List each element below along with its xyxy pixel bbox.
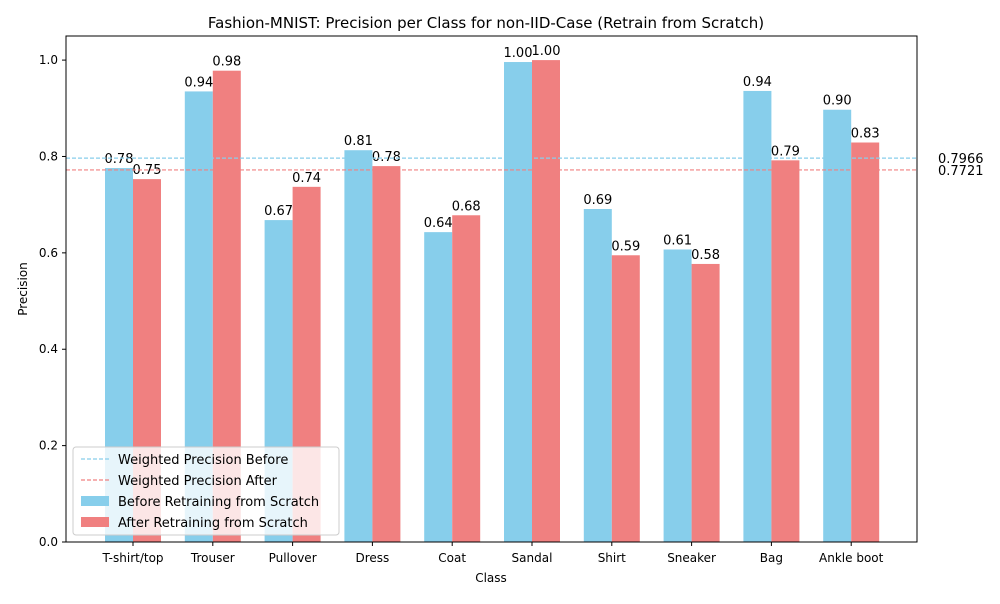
- legend-entry-label: Before Retraining from Scratch: [118, 495, 319, 510]
- reference-line-label: 0.7721: [938, 164, 984, 179]
- bar-value-label: 0.90: [823, 94, 852, 109]
- x-axis-label: Class: [475, 571, 507, 585]
- x-tick-label: Bag: [760, 551, 783, 565]
- x-tick-label: Shirt: [598, 551, 626, 565]
- legend-color-swatch: [81, 517, 109, 527]
- y-tick-label: 0.4: [39, 342, 58, 356]
- legend: Weighted Precision Before Weighted Precis…: [72, 446, 340, 536]
- bar-value-label: 0.98: [212, 55, 241, 70]
- chart-title: Fashion-MNIST: Precision per Class for n…: [208, 14, 764, 32]
- bar-value-label: 1.00: [504, 46, 533, 61]
- bar-after-4: [452, 215, 481, 543]
- bar-after-9: [851, 142, 880, 542]
- x-tick-label: Dress: [356, 551, 390, 565]
- bar-before-6: [583, 209, 612, 542]
- y-axis-label: Precision: [16, 262, 30, 316]
- bar-after-3: [372, 166, 401, 542]
- bar-after-8: [771, 160, 800, 542]
- legend-color-swatch: [81, 496, 109, 506]
- y-tick-label: 0.2: [39, 439, 58, 453]
- x-tick-label: Sandal: [512, 551, 553, 565]
- legend-box: [72, 446, 340, 536]
- x-tick-label: T-shirt/top: [101, 551, 163, 565]
- bar-value-label: 0.75: [133, 163, 162, 178]
- bar-value-label: 0.64: [424, 216, 453, 231]
- bar-after-7: [691, 263, 720, 542]
- bar-before-3: [344, 150, 373, 542]
- x-tick-label: Sneaker: [667, 551, 716, 565]
- bar-value-label: 1.00: [532, 44, 561, 59]
- bar-value-label: 0.79: [771, 144, 800, 159]
- legend-entry-label: Weighted Precision Before: [118, 453, 288, 468]
- bar-value-label: 0.58: [691, 248, 720, 263]
- legend-entry-label: Weighted Precision After: [118, 474, 278, 489]
- bar-before-7: [663, 249, 692, 542]
- y-tick-label: 0.6: [39, 246, 58, 260]
- bar-after-5: [532, 60, 560, 542]
- bar-value-label: 0.83: [851, 127, 880, 142]
- x-tick-label: Pullover: [269, 551, 317, 565]
- bar-before-9: [823, 109, 852, 542]
- reference-line-label: 0.7966: [938, 152, 984, 167]
- bar-after-6: [611, 255, 640, 542]
- legend-entry-label: After Retraining from Scratch: [118, 516, 308, 531]
- y-tick-label: 1.0: [39, 53, 58, 67]
- y-tick-label: 0.0: [39, 535, 58, 549]
- bar-before-5: [504, 62, 532, 542]
- bar-value-label: 0.78: [105, 152, 134, 167]
- bar-value-label: 0.94: [743, 75, 772, 90]
- bar-value-label: 0.81: [344, 134, 373, 149]
- x-tick-label: Trouser: [190, 551, 235, 565]
- bar-before-8: [743, 90, 772, 543]
- x-tick-label: Coat: [438, 551, 466, 565]
- y-tick-label: 0.8: [39, 149, 58, 163]
- bar-value-label: 0.61: [663, 233, 692, 248]
- bar-value-label: 0.67: [264, 204, 293, 219]
- plot-frame: [65, 35, 918, 543]
- bar-before-4: [424, 232, 453, 542]
- bar-value-label: 0.68: [452, 199, 481, 214]
- bar-value-label: 0.59: [611, 239, 640, 254]
- x-tick-label: Ankle boot: [819, 551, 884, 565]
- bar-value-label: 0.94: [184, 75, 213, 90]
- bar-value-label: 0.69: [583, 193, 612, 208]
- bar-value-label: 0.74: [292, 171, 321, 186]
